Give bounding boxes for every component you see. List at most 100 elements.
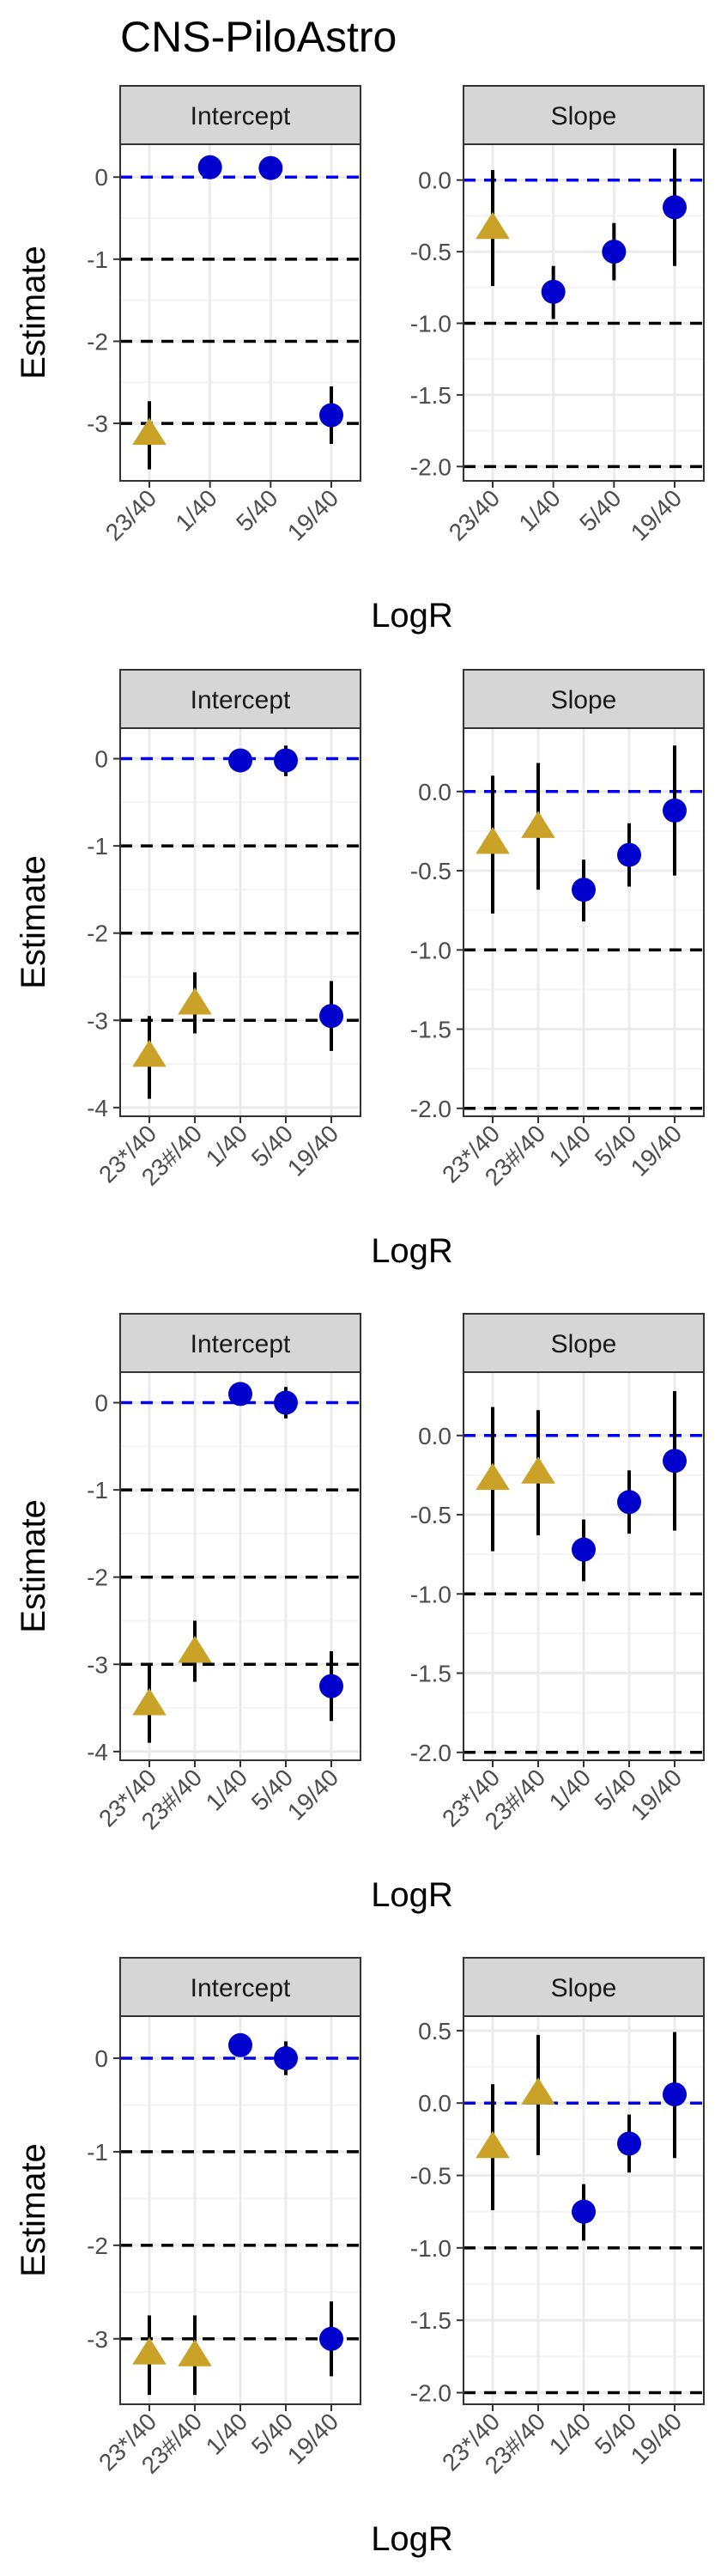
panel-background [120, 144, 360, 481]
x-tick-label: 5/40 [574, 484, 626, 536]
y-tick-label: 0 [94, 164, 108, 191]
data-point-circle [663, 195, 687, 220]
x-tick-label: 5/40 [231, 484, 282, 536]
y-tick-label: -1.5 [410, 1661, 451, 1687]
data-point-circle [228, 2032, 252, 2057]
data-point-triangle [132, 1687, 167, 1716]
panel-slope: Slope0.50.0-0.5-1.0-1.5-2.023*/4023#/401… [410, 1957, 705, 2479]
panel-slope: Slope0.0-0.5-1.0-1.5-2.023*/4023#/401/40… [410, 669, 705, 1191]
data-point-circle [319, 1004, 343, 1029]
strip-header [463, 669, 705, 729]
y-tick-label: -1.5 [410, 382, 451, 409]
y-tick-label: 0.5 [418, 2018, 451, 2044]
data-point-triangle [178, 2339, 212, 2366]
x-tick-label: 19/40 [626, 484, 687, 545]
strip-header [463, 85, 705, 145]
strip-label: Slope [551, 1974, 617, 2002]
y-tick-label: -1 [87, 246, 108, 273]
y-tick-label: -1.5 [410, 2307, 451, 2334]
data-point-circle [541, 279, 566, 304]
y-tick-label: -4 [87, 1739, 108, 1765]
x-tick-label: 23/40 [444, 484, 505, 545]
y-tick-label: -0.5 [410, 1502, 451, 1528]
data-point-circle [572, 878, 596, 902]
data-point-circle [617, 842, 641, 867]
data-point-circle [319, 2326, 343, 2351]
x-tick-label: 19/40 [282, 484, 343, 545]
y-tick-label: -2 [87, 2233, 108, 2259]
x-tick-label: 1/40 [544, 1120, 596, 1171]
y-tick-label: -1 [87, 2139, 108, 2166]
data-point-triangle [521, 1456, 555, 1484]
data-point-triangle [521, 2077, 555, 2105]
y-tick-label: -1 [87, 1477, 108, 1504]
strip-header [119, 85, 361, 145]
x-axis-title: LogR [371, 1232, 453, 1270]
panel-background [464, 144, 704, 481]
y-tick-label: 0.0 [418, 779, 451, 805]
y-tick-label: -3 [87, 410, 108, 437]
panel-border [119, 143, 361, 482]
y-axis-title: Estimate [15, 246, 52, 380]
strip-label: Intercept [191, 686, 291, 714]
data-point-circle [602, 240, 627, 264]
x-tick-label: 19/40 [626, 1764, 687, 1825]
data-point-triangle [476, 2130, 510, 2159]
strip-label: Intercept [191, 102, 291, 131]
data-point-triangle [476, 1462, 510, 1491]
data-point-circle [228, 748, 252, 773]
y-tick-label: -2 [87, 1564, 108, 1591]
data-point-triangle [132, 2337, 167, 2365]
y-tick-label: 0.0 [418, 2090, 451, 2117]
data-point-circle [197, 155, 222, 179]
y-axis-title: Estimate [15, 2143, 52, 2277]
data-point-circle [663, 1449, 687, 1473]
data-point-circle [572, 1537, 596, 1562]
x-tick-label: 19/40 [282, 1764, 343, 1825]
y-tick-label: -3 [87, 1651, 108, 1678]
strip-label: Slope [551, 686, 617, 714]
y-tick-label: 0 [94, 746, 108, 773]
data-point-circle [274, 748, 298, 773]
data-point-triangle [476, 211, 510, 240]
figure-title: CNS-PiloAstro [120, 13, 397, 61]
x-tick-label: 19/40 [282, 2408, 343, 2469]
panel-slope: Slope 0.0 -0.5 -1.0 -1.5 -2.0 23/40 1/40 5/40 19/… [410, 85, 705, 546]
chart-row-3: Intercept0-1-2-3-423*/4023#/401/405/4019… [15, 1313, 705, 1914]
data-point-circle [228, 1382, 252, 1406]
x-tick-label: 1/40 [201, 1120, 252, 1171]
strip-header [463, 1313, 705, 1373]
y-tick-label: -1 [87, 833, 108, 860]
y-tick-label: -3 [87, 1007, 108, 1034]
strip-label: Intercept [191, 1974, 291, 2002]
data-point-circle [663, 798, 687, 823]
strip-label: Slope [551, 102, 617, 131]
data-point-circle [274, 1390, 298, 1415]
y-tick-label: -3 [87, 2326, 108, 2353]
x-tick-label: 19/40 [626, 1120, 687, 1181]
y-tick-label: -1.5 [410, 1017, 451, 1043]
strip-header [119, 1313, 361, 1373]
y-tick-label: -0.5 [410, 239, 451, 265]
y-tick-label: -2 [87, 328, 108, 355]
x-tick-label: 1/40 [513, 484, 565, 536]
x-tick-label: 19/40 [282, 1120, 343, 1181]
data-point-triangle [476, 826, 510, 854]
x-axis-title: LogR [371, 597, 453, 635]
data-point-circle [274, 2046, 298, 2071]
y-axis-title: Estimate [15, 1499, 52, 1633]
x-tick-label: 1/40 [201, 1764, 252, 1815]
y-tick-label: -0.5 [410, 858, 451, 884]
panel-border [463, 143, 705, 482]
y-tick-label: -2.0 [410, 1740, 451, 1766]
x-tick-label: 1/40 [544, 2408, 596, 2459]
chart-row-2: Intercept0-1-2-3-423*/4023#/401/405/4019… [15, 669, 705, 1270]
y-tick-label: -2.0 [410, 453, 451, 480]
y-tick-label: 0.0 [418, 1423, 451, 1449]
data-point-triangle [178, 1636, 212, 1663]
data-point-triangle [132, 417, 167, 446]
x-tick-label: 19/40 [626, 2408, 687, 2469]
x-axis-title: LogR [371, 1876, 453, 1914]
data-point-circle [319, 403, 343, 428]
